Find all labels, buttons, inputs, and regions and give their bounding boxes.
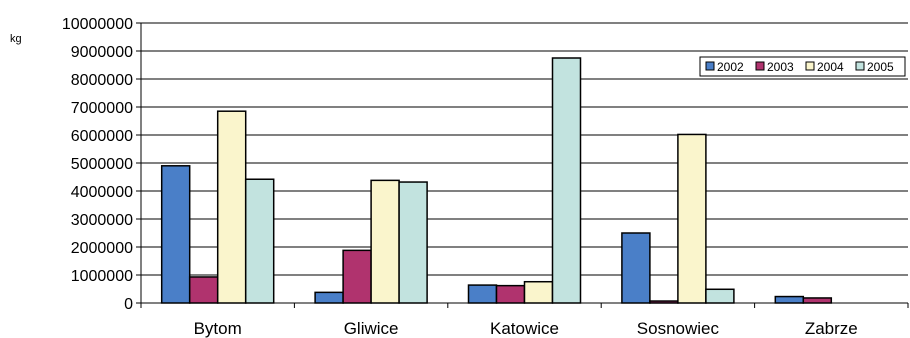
bar-zabrze-2002	[774, 295, 805, 304]
y-tick-label: 6000000	[71, 128, 133, 145]
bar-sosnowiec-2004	[677, 133, 707, 304]
y-tick-label: 7000000	[71, 100, 133, 117]
bar-katowice-2002	[467, 284, 498, 304]
x-category-label: Gliwice	[344, 319, 399, 338]
legend-swatch-2004	[805, 61, 815, 71]
legend-swatch-2002	[705, 61, 715, 71]
bar-gliwice-2005	[398, 181, 428, 304]
y-tick-label: 2000000	[71, 240, 133, 257]
legend: 2002 2003 2004 2005	[699, 56, 906, 77]
y-tick-label: 5000000	[71, 156, 133, 173]
bar-bytom-2005	[244, 178, 275, 304]
bar-katowice-2003	[495, 284, 526, 304]
y-tick-label: 4000000	[71, 184, 133, 201]
y-tick-label: 8000000	[71, 72, 133, 89]
legend-label-2003: 2003	[767, 60, 794, 74]
legend-label-2004: 2004	[817, 60, 844, 74]
bar-katowice-2005	[551, 57, 582, 304]
legend-box	[699, 56, 906, 77]
bar-gliwice-2002	[314, 291, 344, 304]
y-axis-unit-label: kg	[10, 33, 22, 45]
bar-zabrze-2003	[802, 297, 833, 304]
y-tick-label: 3000000	[71, 212, 133, 229]
legend-swatch-2003	[755, 61, 765, 71]
x-category-label: Sosnowiec	[637, 319, 720, 338]
y-axis-ticks: 0 1000000 2000000 3000000 4000000 5000000 6000…	[62, 16, 141, 313]
x-axis-labels: Bytom Gliwice Katowice Sosnowiec Zabrze	[194, 319, 858, 338]
bar-gliwice-2004	[370, 179, 400, 304]
y-tick-label: 1000000	[71, 268, 133, 285]
bar-gliwice-2003	[342, 249, 372, 304]
y-tick-label: 9000000	[71, 44, 133, 61]
x-category-label: Zabrze	[805, 319, 858, 338]
y-tick-label: 10000000	[62, 16, 133, 33]
bars	[160, 57, 833, 304]
x-category-label: Bytom	[194, 319, 242, 338]
axes	[140, 23, 909, 308]
bar-bytom-2003	[188, 276, 219, 304]
legend-swatch-2005	[855, 61, 865, 71]
bar-bytom-2002	[160, 165, 191, 304]
x-category-label: Katowice	[490, 319, 559, 338]
y-tick-label: 0	[124, 296, 133, 313]
legend-label-2005: 2005	[867, 60, 894, 74]
bar-katowice-2004	[523, 280, 554, 304]
legend-label-2002: 2002	[717, 60, 744, 74]
bar-bytom-2004	[216, 110, 247, 304]
bar-sosnowiec-2005	[705, 288, 735, 304]
bar-sosnowiec-2002	[621, 232, 651, 304]
